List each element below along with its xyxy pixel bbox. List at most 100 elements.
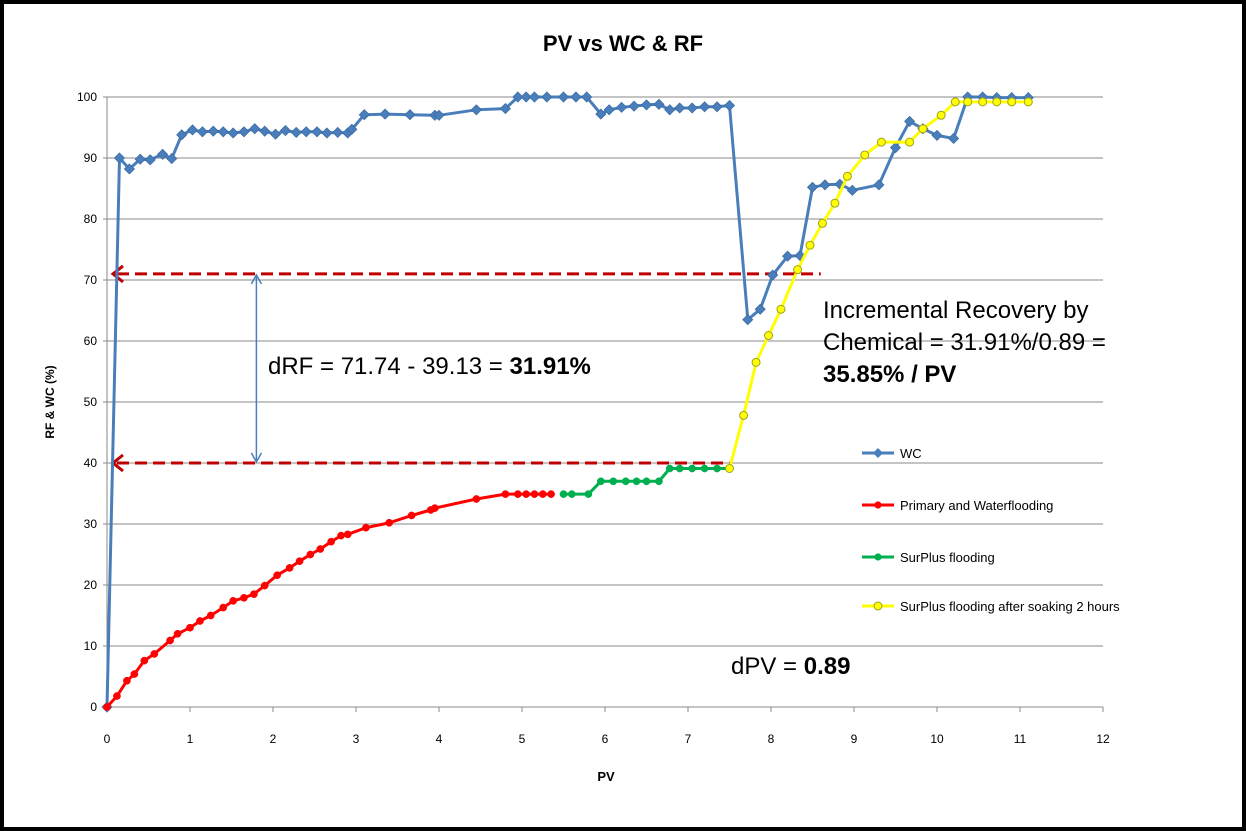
x-tick-label-6: 6 — [602, 732, 609, 746]
wc-point — [640, 99, 653, 111]
wc-point — [581, 91, 593, 103]
soak-point — [739, 410, 749, 420]
primary-point — [327, 537, 335, 546]
wc-point — [269, 128, 282, 140]
wc-point — [520, 91, 532, 103]
primary-point — [513, 490, 522, 498]
legend-label-2: SurPlus flooding — [900, 550, 995, 565]
primary-point — [472, 495, 481, 503]
dpv-value: 0.89 — [803, 653, 851, 680]
soak-point — [860, 150, 870, 160]
wc-point — [948, 132, 960, 145]
primary-point — [306, 550, 315, 559]
surplus-point — [597, 477, 605, 486]
primary-point — [273, 571, 281, 580]
wc-point — [346, 123, 358, 135]
wc-point — [166, 153, 178, 165]
primary-point — [229, 597, 238, 605]
y-tick-label-40: 40 — [84, 456, 98, 470]
soak-point — [1007, 97, 1017, 107]
wc-point — [904, 115, 916, 127]
primary-point — [250, 590, 258, 599]
wc-point — [249, 123, 261, 135]
reference-lines — [110, 264, 821, 473]
wc-point — [595, 108, 607, 120]
x-tick-label-8: 8 — [768, 732, 775, 746]
wc-point — [616, 101, 628, 113]
wc-point — [742, 314, 754, 326]
surplus-point — [559, 490, 568, 498]
soak-point — [805, 240, 815, 250]
dpv-prefix: dPV = — [731, 653, 804, 680]
legend-marker-3 — [873, 601, 883, 611]
primary-point — [219, 603, 228, 612]
wc-point — [134, 153, 146, 165]
primary-point — [407, 511, 416, 520]
x-tick-label-9: 9 — [851, 732, 858, 746]
x-tick-label-12: 12 — [1096, 732, 1110, 746]
y-tick-label-20: 20 — [84, 578, 98, 592]
surplus-point — [584, 490, 593, 498]
soak-point — [817, 218, 827, 228]
primary-point — [130, 670, 139, 678]
primary-point — [285, 564, 294, 572]
legend-marker-0 — [873, 448, 883, 458]
dpv-annotation: dPV = 0.89 — [731, 651, 850, 683]
x-tick-label-3: 3 — [353, 732, 360, 746]
x-tick-label-4: 4 — [436, 732, 443, 746]
primary-point — [150, 650, 159, 658]
primary-point — [385, 518, 394, 527]
legend-label-0: WC — [900, 446, 922, 461]
wc-point — [144, 154, 156, 166]
surplus-point — [642, 477, 651, 486]
incremental-line-2: Chemical = 31.91%/0.89 = — [823, 329, 1106, 356]
drf-annotation: dRF = 71.74 - 39.13 = 31.91% — [268, 351, 591, 383]
wc-point — [300, 126, 312, 138]
wc-point — [290, 126, 302, 138]
primary-point — [522, 490, 531, 498]
x-tick-label-11: 11 — [1014, 732, 1027, 746]
wc-point — [499, 103, 511, 115]
primary-point — [196, 617, 204, 625]
wc-point — [528, 91, 541, 103]
drf-value: 31.91% — [509, 353, 591, 380]
incremental-recovery-annotation: Incremental Recovery by Chemical = 31.91… — [823, 295, 1106, 391]
wc-point — [570, 91, 582, 103]
wc-point — [628, 100, 640, 112]
wc-point — [711, 101, 723, 113]
wc-point — [873, 179, 885, 191]
primary-point — [260, 581, 269, 590]
x-tick-label-2: 2 — [270, 732, 277, 746]
primary-point — [530, 490, 539, 498]
wc-point — [217, 126, 229, 138]
series-group — [101, 91, 1034, 713]
wc-point — [279, 124, 292, 137]
x-tick-label-1: 1 — [187, 732, 194, 746]
soak-point — [830, 198, 840, 208]
primary-point — [186, 623, 194, 632]
primary-point — [113, 692, 121, 700]
surplus-point — [632, 477, 641, 486]
wc-point — [686, 102, 698, 114]
y-tick-label-100: 100 — [77, 90, 97, 104]
wc-point — [113, 152, 126, 164]
soak-point — [876, 137, 886, 147]
wc-point — [767, 269, 779, 281]
surplus-point — [655, 477, 663, 486]
legend-label-3: SurPlus flooding after soaking 2 hours — [900, 599, 1120, 614]
wc-point — [819, 179, 831, 191]
x-tick-label-5: 5 — [519, 732, 526, 746]
y-tick-label-80: 80 — [84, 212, 98, 226]
soak-point — [963, 97, 973, 107]
wc-point — [259, 125, 271, 137]
legend-marker-2 — [874, 553, 882, 561]
y-axis-label: RF & WC (%) — [43, 365, 57, 438]
wc-point — [238, 126, 250, 138]
wc-point — [699, 101, 711, 113]
primary-point — [362, 523, 370, 532]
wc-point — [404, 109, 416, 121]
surplus-point — [675, 464, 684, 473]
soak-point — [793, 265, 803, 275]
x-tick-label-0: 0 — [104, 732, 111, 746]
legend-label-1: Primary and Waterflooding — [900, 498, 1053, 513]
